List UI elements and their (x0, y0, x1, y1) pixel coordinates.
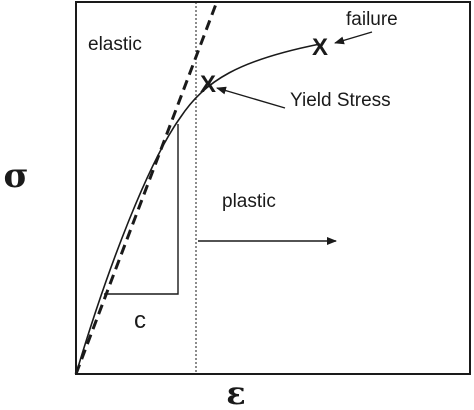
failure-marker: X (312, 34, 328, 61)
slope-label: c (134, 307, 146, 334)
failure-label: failure (346, 9, 398, 30)
slope-triangle (104, 124, 179, 295)
elastic-label: elastic (88, 34, 142, 55)
plot-frame (75, 1, 471, 375)
stress-axis-symbol: σ (3, 156, 28, 196)
yield-marker: X (200, 71, 216, 98)
stress-strain-curve (75, 43, 321, 375)
yield-arrow (216, 86, 286, 109)
failure-arrow (334, 31, 373, 45)
yield-stress-label: Yield Stress (290, 90, 391, 111)
elastic-dashed-line (74, 3, 218, 375)
plastic-label: plastic (222, 191, 276, 212)
strain-axis-symbol: ε (226, 374, 245, 410)
